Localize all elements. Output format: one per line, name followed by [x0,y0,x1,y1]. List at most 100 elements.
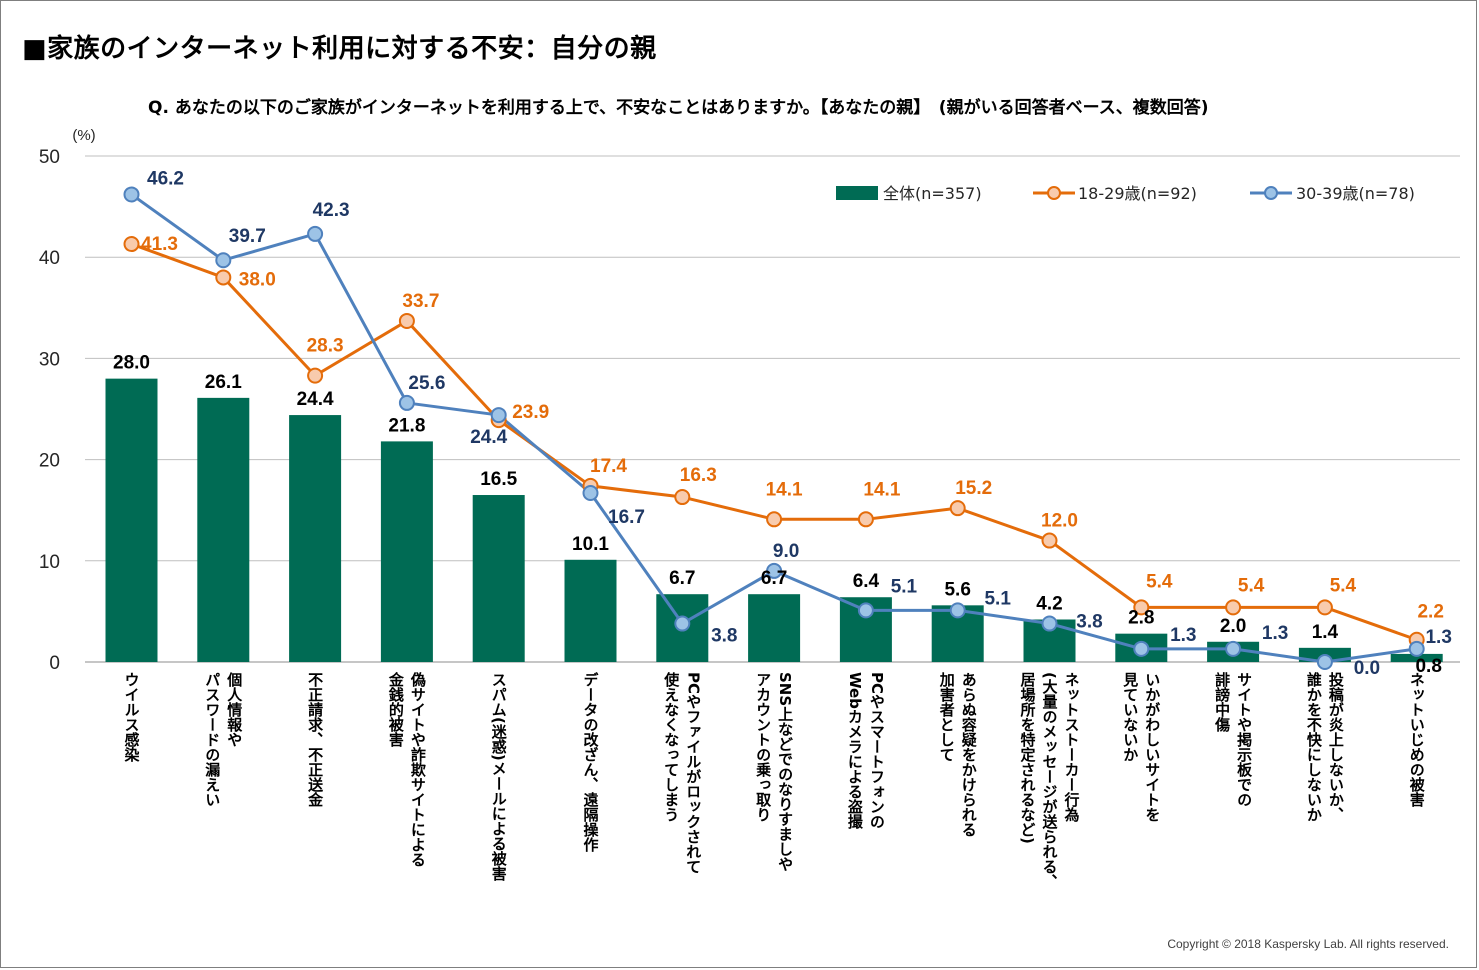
marker-18-29-13 [1316,599,1333,616]
marker-30-39-0 [123,186,140,203]
marker-18-29-7 [766,511,783,528]
data-label-30-39: 16.7 [608,507,645,528]
x-tick-label: アカウントの乗っ取り [754,672,772,822]
x-tick-label: 個人情報や [225,671,243,747]
data-label-zentai: 28.0 [113,353,150,374]
marker-30-39-5 [582,484,599,501]
x-tick-label: 使えなくなってしまう [662,671,680,822]
marker-30-39-1 [215,252,232,269]
data-label-zentai: 4.2 [1036,593,1062,614]
y-tick-label: 50 [39,147,60,168]
data-label-30-39: 5.1 [984,588,1011,609]
copyright-notice: Copyright © 2018 Kaspersky Lab. All righ… [1167,937,1449,951]
marker-30-39-13 [1316,654,1333,670]
data-label-zentai: 2.0 [1220,616,1246,637]
marker-30-39-3 [398,394,415,411]
x-tick-label: (大量のメッセージが送られる、 [1041,672,1059,889]
data-label-18-29: 33.7 [402,291,439,312]
data-label-18-29: 38.0 [239,269,276,290]
data-label-zentai: 6.7 [761,568,787,589]
legend-marker-18-29 [1047,186,1061,200]
x-tick-label: 不正請求、不正送金 [306,672,324,807]
legend-label-30-39: 30-39歳(n=78) [1296,184,1415,203]
data-label-zentai: 2.8 [1128,608,1154,629]
x-tick-label: 誰かを不快にしないか [1305,671,1323,822]
marker-18-29-3 [398,312,415,329]
data-label-18-29: 15.2 [955,478,992,499]
data-label-30-39: 39.7 [229,226,266,247]
bar-zentai-7 [748,594,801,662]
data-label-zentai: 10.1 [572,534,609,555]
x-tick-label: 偽サイトや詐欺サイトによる [409,671,427,867]
data-label-18-29: 2.2 [1417,602,1443,623]
data-label-30-39: 42.3 [313,200,350,221]
marker-30-39-12 [1225,640,1242,657]
marker-30-39-2 [307,225,324,242]
bar-zentai-4 [472,495,525,662]
y-tick-label: 0 [49,653,60,674]
data-label-18-29: 23.9 [512,402,549,423]
data-label-18-29: 5.4 [1238,575,1265,596]
data-label-zentai: 21.8 [388,415,425,436]
marker-30-39-9 [949,602,966,619]
y-axis-unit: (%) [72,127,95,144]
x-tick-label: ネットストーカー行為 [1063,672,1081,823]
x-tick-label: 見ていないか [1121,672,1139,762]
data-label-30-39: 25.6 [408,373,445,394]
x-tick-label: 誹謗中傷 [1213,671,1231,733]
marker-18-29-10 [1041,532,1058,549]
data-label-30-39: 1.3 [1425,627,1451,648]
x-tick-label: サイトや掲示板での [1235,672,1253,807]
data-label-30-39: 3.8 [1076,612,1102,633]
data-label-30-39: 1.3 [1170,625,1196,646]
x-tick-label: 金銭的被害 [387,671,405,748]
x-tick-label: PCやスマートフォンの [868,672,886,829]
legend-label-zentai: 全体(n=357) [883,184,982,203]
bar-zentai-1 [197,397,250,662]
marker-30-39-14 [1408,640,1425,657]
x-tick-label: いかがわしいサイトを [1143,672,1161,822]
data-label-30-39: 24.4 [470,427,507,448]
marker-18-29-1 [215,269,232,286]
marker-30-39-8 [857,602,874,619]
data-label-zentai: 5.6 [944,579,970,600]
marker-30-39-6 [674,615,691,632]
marker-30-39-4 [490,407,507,424]
data-label-18-29: 12.0 [1041,511,1078,532]
marker-18-29-8 [857,511,874,528]
data-label-zentai: 24.4 [297,389,334,410]
chart-subtitle: Q. あなたの以下のご家族がインターネットを利用する上で、不安なことはありますか… [148,98,1209,118]
marker-18-29-6 [674,489,691,506]
data-label-30-39: 5.1 [891,576,918,597]
data-label-30-39: 1.3 [1262,623,1288,644]
data-label-zentai: 6.4 [853,571,880,592]
marker-30-39-10 [1041,615,1058,632]
x-tick-label: PCやファイルがロックされて [684,672,702,874]
x-tick-label: SNS上などでのなりすましや [776,672,794,871]
data-label-18-29: 41.3 [141,234,178,255]
bar-zentai-3 [380,441,433,662]
x-tick-label: 投稿が炎上しないか、 [1327,671,1345,822]
data-label-18-29: 5.4 [1330,575,1357,596]
data-label-30-39: 0.0 [1354,658,1380,679]
marker-18-29-0 [123,236,140,253]
legend-swatch-zentai [836,186,878,200]
x-tick-label: あらぬ容疑をかけられる [960,672,978,837]
data-label-18-29: 16.3 [680,465,717,486]
x-tick-label: パスワードの漏えい [203,672,221,807]
data-label-zentai: 16.5 [480,469,517,490]
y-tick-label: 20 [39,451,60,472]
bar-zentai-2 [289,415,342,662]
y-tick-label: 40 [39,248,60,269]
x-tick-label: ネットいじめの被害 [1408,672,1426,808]
x-tick-label: 加害者として [938,672,956,762]
marker-18-29-2 [307,367,324,384]
y-tick-label: 10 [39,552,60,573]
marker-18-29-11 [1133,599,1150,616]
data-label-30-39: 9.0 [773,541,799,562]
x-tick-label: スパム(迷惑)メールによる被害 [490,672,508,882]
bar-zentai-5 [564,559,617,662]
marker-18-29-9 [949,500,966,517]
data-label-18-29: 14.1 [863,479,900,500]
